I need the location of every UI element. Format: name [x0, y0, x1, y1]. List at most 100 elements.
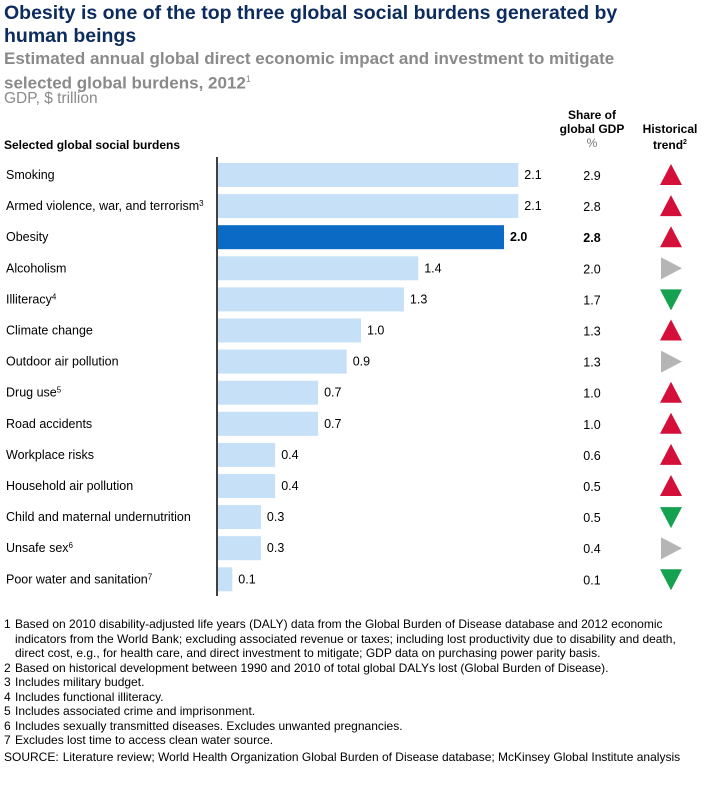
- category-text: Poor water and sanitation: [6, 572, 148, 586]
- source-label: SOURCE:: [4, 749, 59, 764]
- category-text: Armed violence, war, and terrorism: [6, 199, 199, 213]
- footnote-number: 5: [4, 704, 11, 718]
- value-label: 0.3: [267, 510, 284, 524]
- value-label: 2.1: [524, 168, 541, 182]
- category-footnote: 7: [148, 572, 153, 581]
- trend-up-icon: [660, 412, 682, 434]
- share-value: 2.8: [583, 231, 600, 245]
- bar: [218, 442, 276, 467]
- share-header-line1: Share of: [567, 108, 616, 122]
- category-footnote: 6: [69, 541, 74, 550]
- footnote-text: Includes sexually transmitted diseases. …: [15, 718, 403, 733]
- subtitle-text: Estimated annual global direct economic …: [4, 49, 615, 93]
- category-text: Workplace risks: [6, 448, 94, 462]
- footnote: 1 Based on 2010 disability-adjusted life …: [4, 617, 699, 661]
- category-label: Obesity: [6, 230, 49, 244]
- bar: [218, 536, 261, 561]
- trend-flat-icon: [661, 350, 682, 373]
- share-value: 0.1: [583, 573, 600, 587]
- category-label: Child and maternal undernutrition: [6, 510, 191, 524]
- trend-flat-icon: [661, 257, 682, 280]
- category-label: Armed violence, war, and terrorism3: [6, 199, 204, 213]
- value-label: 0.1: [238, 572, 255, 586]
- trend-down-icon: [660, 569, 682, 591]
- category-text: Obesity: [6, 230, 49, 244]
- share-value: 1.7: [583, 293, 600, 307]
- category-text: Alcoholism: [6, 261, 66, 275]
- value-label: 2.1: [524, 199, 541, 213]
- value-label: 0.4: [281, 448, 298, 462]
- trend-up-icon: [660, 195, 682, 217]
- category-text: Unsafe sex: [6, 541, 69, 555]
- footnote-text: Includes functional illiteracy.: [15, 689, 164, 704]
- bar: [218, 411, 319, 436]
- category-text: Child and maternal undernutrition: [6, 510, 191, 524]
- bar: [218, 349, 347, 374]
- footnote: 3 Includes military budget.: [4, 675, 699, 690]
- category-text: Road accidents: [6, 417, 92, 431]
- share-value: 2.8: [583, 200, 600, 214]
- trend-up-icon: [660, 475, 682, 496]
- trend-up-icon: [660, 226, 682, 248]
- category-text: Smoking: [6, 168, 55, 182]
- share-value: 2.9: [583, 169, 600, 183]
- bar: [218, 225, 504, 250]
- chart-subtitle: Estimated annual global direct economic …: [4, 48, 684, 94]
- footnote-text: Based on 2010 disability-adjusted life y…: [15, 617, 676, 660]
- footnote-text: Based on historical development between …: [15, 660, 609, 675]
- category-footnote: 3: [199, 199, 204, 208]
- category-header: Selected global social burdens: [4, 138, 181, 152]
- category-footnote: 5: [57, 386, 62, 395]
- category-text: Outdoor air pollution: [6, 355, 119, 369]
- chart-title: Obesity is one of the top three global s…: [4, 2, 618, 47]
- footnote-text: Excludes lost time to access clean water…: [15, 733, 274, 747]
- category-text: Drug use: [6, 386, 57, 400]
- bar: [218, 380, 319, 405]
- footnote-number: 2: [4, 660, 11, 675]
- share-value: 0.5: [583, 480, 600, 494]
- category-footnote: 4: [52, 292, 57, 301]
- value-label: 0.7: [324, 417, 341, 431]
- category-label: Unsafe sex6: [6, 541, 74, 555]
- trend-header-text: Historical trend: [642, 122, 698, 152]
- bar: [218, 318, 361, 343]
- share-value: 0.5: [583, 511, 600, 525]
- share-header-unit: %: [586, 136, 598, 150]
- bar: [218, 567, 233, 592]
- trend-up-icon: [660, 381, 682, 403]
- footnote-text: Includes associated crime and imprisonme…: [15, 704, 256, 718]
- bar: [218, 287, 404, 312]
- category-label: Workplace risks: [6, 448, 94, 462]
- footnote: 7 Excludes lost time to access clean wate…: [4, 733, 699, 748]
- category-label: Road accidents: [6, 417, 92, 431]
- bar: [218, 163, 519, 187]
- share-value: 0.6: [583, 449, 600, 463]
- share-value: 2.0: [583, 262, 600, 276]
- share-value: 1.3: [583, 356, 600, 370]
- footnote-number: 7: [4, 733, 11, 747]
- footnote: 5 Includes associated crime and imprisonm…: [4, 704, 699, 719]
- category-label: Alcoholism: [6, 261, 66, 275]
- trend-down-icon: [660, 289, 682, 311]
- value-label: 2.0: [510, 230, 527, 244]
- category-text: Household air pollution: [6, 479, 133, 493]
- category-label: Smoking: [6, 168, 55, 182]
- value-label: 0.9: [353, 355, 370, 369]
- category-label: Household air pollution: [6, 479, 133, 493]
- bar-chart: Smoking 2.1 2.9 Armed violence, war, and te…: [6, 157, 682, 596]
- footnote-number: 4: [4, 689, 11, 704]
- value-label: 1.3: [410, 292, 427, 306]
- footnote: 6 Includes sexually transmitted diseases.…: [4, 719, 699, 734]
- trend-up-icon: [660, 443, 682, 465]
- trend-up-icon: [660, 164, 682, 185]
- trend-header-footnote: 2: [683, 139, 687, 146]
- value-label: 0.4: [281, 479, 298, 493]
- category-text: Illiteracy: [6, 292, 53, 306]
- category-label: Illiteracy4: [6, 292, 57, 306]
- unit-label: GDP, $ trillion: [4, 90, 98, 107]
- footnote: 4 Includes functional illiteracy.: [4, 690, 699, 705]
- value-label: 0.7: [324, 386, 341, 400]
- bar: [218, 474, 276, 498]
- trend-up-icon: [660, 319, 682, 341]
- footnote-number: 6: [4, 718, 11, 733]
